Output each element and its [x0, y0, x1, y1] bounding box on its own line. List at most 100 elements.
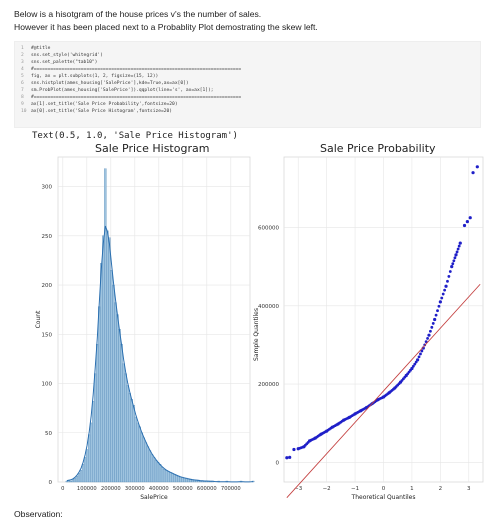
qq-point — [402, 377, 405, 381]
histogram-bar — [166, 471, 170, 483]
histogram-ytick-label: 200 — [42, 283, 53, 289]
histogram-bar — [160, 467, 164, 483]
histogram-bar — [100, 263, 103, 483]
qq-point — [424, 340, 428, 344]
qq-point — [448, 270, 452, 273]
code-text: ax[1].set_title('Sale Price Probability'… — [31, 102, 178, 107]
histogram-bar — [138, 426, 141, 483]
qq-point — [336, 422, 340, 426]
probability-xtick-label: −3 — [294, 486, 303, 492]
qq-point — [338, 421, 341, 425]
histogram-bar — [252, 480, 255, 483]
histogram-bar — [217, 480, 220, 483]
kde-curve — [66, 225, 254, 483]
histogram-bar — [225, 480, 229, 483]
qq-point — [457, 244, 461, 248]
qq-point — [325, 429, 329, 433]
qq-point — [332, 424, 336, 428]
qq-point — [397, 382, 401, 386]
markdown-line-1: Below is a hisotgram of the house prices… — [14, 9, 262, 19]
qq-point — [419, 352, 422, 356]
qq-point — [384, 393, 388, 397]
qq-point — [452, 259, 456, 263]
histogram-bar — [211, 480, 214, 483]
qq-point — [404, 373, 408, 378]
qq-reference-line — [286, 283, 481, 498]
line-number: 1 — [21, 46, 24, 51]
qq-point — [359, 409, 363, 413]
qq-point — [320, 432, 324, 435]
qq-point — [441, 292, 445, 296]
qq-point — [318, 433, 321, 437]
qq-point — [456, 247, 460, 251]
qq-point — [440, 296, 444, 300]
qq-point — [393, 386, 397, 390]
histogram-bar — [169, 472, 172, 483]
histogram-bar — [67, 479, 71, 483]
qq-point — [311, 438, 314, 441]
histogram-bar — [87, 434, 91, 483]
histogram-bar — [201, 480, 204, 483]
code-line: 2 sns.set_style('whitegrid') — [21, 52, 480, 59]
qq-point — [443, 288, 447, 292]
histogram-bar — [116, 314, 119, 483]
line-number: 5 — [21, 74, 24, 79]
qq-point — [356, 410, 360, 414]
histogram-bar — [112, 284, 115, 483]
qq-point — [410, 366, 414, 371]
probability-ytick-label: 0 — [276, 460, 280, 466]
qq-point — [431, 322, 435, 325]
histogram-bar — [183, 477, 186, 483]
qq-point — [299, 446, 303, 450]
histogram-bar — [90, 422, 93, 483]
line-number: 9 — [21, 102, 24, 107]
qq-point — [288, 455, 292, 459]
histogram-bar — [94, 373, 97, 483]
probability-ytick-label: 600000 — [258, 225, 279, 231]
qq-point — [372, 401, 375, 405]
histogram-ytick-label: 0 — [49, 480, 53, 486]
qq-point — [455, 250, 459, 254]
qq-point — [411, 364, 415, 368]
histogram-bar — [171, 472, 174, 483]
histogram-bar — [203, 480, 206, 483]
histogram-bar — [152, 457, 156, 483]
qq-point — [453, 256, 457, 260]
qq-point — [305, 442, 309, 446]
qq-point — [406, 372, 410, 376]
histogram-bar — [85, 449, 89, 483]
line-number: 10 — [21, 109, 27, 114]
histogram-bar — [189, 478, 192, 483]
qq-point — [369, 403, 373, 407]
qq-point — [307, 439, 312, 443]
histogram-bar — [71, 478, 75, 483]
histogram-xtick-label: 300000 — [125, 486, 145, 492]
histogram-bar — [209, 480, 212, 483]
qq-point — [403, 375, 407, 379]
histogram-bar — [98, 306, 101, 483]
qq-point — [394, 385, 398, 388]
probability-xtick-label: 1 — [410, 486, 414, 492]
qq-point — [421, 346, 425, 350]
qq-point — [381, 395, 386, 399]
qq-point — [413, 362, 417, 366]
markdown-line-2: However it has been placed next to a Pro… — [14, 22, 318, 32]
histogram-ytick-label: 100 — [42, 382, 53, 388]
qq-point — [345, 417, 348, 421]
qq-point — [383, 394, 387, 398]
histogram-xtick-label: 400000 — [149, 486, 169, 492]
qq-point — [462, 223, 467, 228]
histogram-bar — [199, 480, 202, 483]
code-cell[interactable]: 1 #@title 2 sns.set_style('whitegrid') 3 sns.… — [14, 41, 481, 128]
qq-point — [390, 388, 394, 392]
qq-point — [330, 425, 334, 429]
histogram-bar — [144, 442, 148, 483]
histogram-bar — [205, 480, 208, 483]
qq-point — [298, 446, 302, 450]
histogram-bar — [187, 478, 190, 483]
probability-xtick-label: −1 — [351, 486, 359, 492]
qq-point — [400, 379, 404, 382]
qq-point — [353, 412, 357, 416]
qq-point — [436, 309, 439, 313]
qq-point — [347, 415, 351, 419]
